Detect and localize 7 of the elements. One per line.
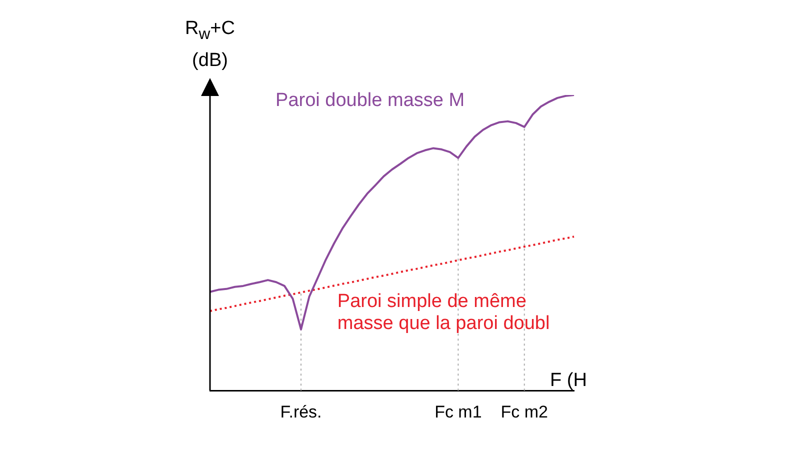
y-axis-title: R$_{w}$+C (dB): [184, 17, 236, 73]
x-axis-title: F (H: [550, 370, 587, 392]
x-tick-label: F.rés.: [280, 402, 322, 422]
series-label: Paroi simple de même masse que la paroi doubl: [337, 291, 550, 334]
x-tick-label: Fc m2: [500, 402, 548, 422]
series-label: Paroi double masse M: [276, 90, 465, 112]
x-tick-label: Fc m1: [434, 402, 482, 422]
